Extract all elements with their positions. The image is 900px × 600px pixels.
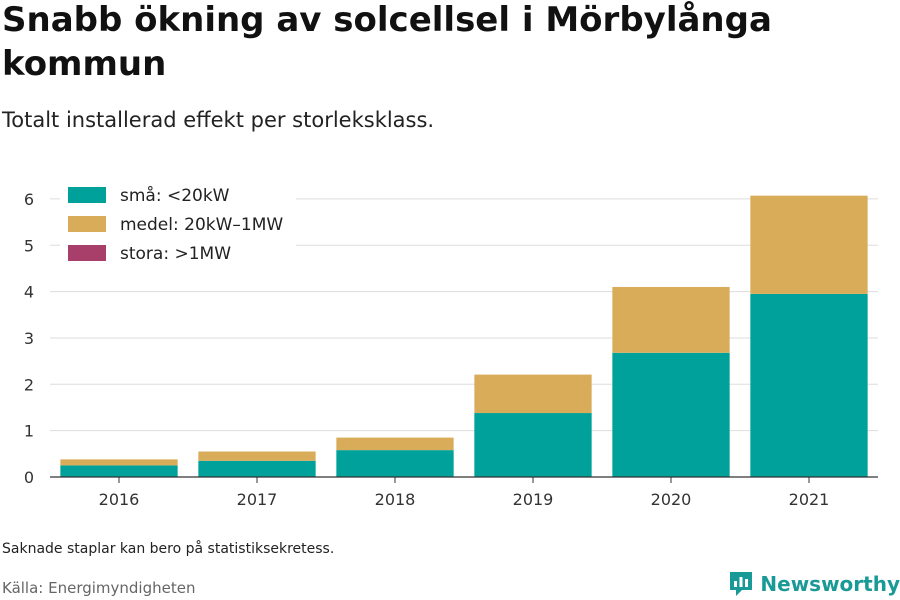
bar-segment-2017-1 xyxy=(198,451,316,461)
x-tick-label: 2020 xyxy=(651,490,692,509)
stacked-bar-chart: 0 1 2 3 4 5 6 2016 2017 2018 2019 2020 2021 små: <2… xyxy=(23,180,878,509)
y-axis: 0 1 2 3 4 5 6 xyxy=(24,190,878,487)
y-tick-label: 4 xyxy=(24,283,34,302)
y-tick-label: 5 xyxy=(24,236,34,255)
bar-segment-2019-0 xyxy=(474,413,592,477)
bar-segment-2018-1 xyxy=(336,437,454,451)
brand-logo[interactable]: Newsworthy xyxy=(728,570,900,598)
footnote: Saknade staplar kan bero på statistiksek… xyxy=(2,541,335,557)
bar-segment-2020-1 xyxy=(612,286,730,353)
x-tick-label: 2019 xyxy=(513,490,554,509)
source-label: Källa: Energimyndigheten xyxy=(2,579,196,597)
bar-segment-2017-0 xyxy=(198,460,316,477)
bar-segment-2020-0 xyxy=(612,352,730,477)
legend-label: stora: >1MW xyxy=(120,244,231,264)
bar-segment-2019-1 xyxy=(474,374,592,414)
legend-swatch xyxy=(68,216,106,232)
bar-segment-2016-1 xyxy=(60,459,178,466)
brand-name: Newsworthy xyxy=(760,572,900,596)
x-tick-label: 2018 xyxy=(375,490,416,509)
newsworthy-logo-icon xyxy=(730,572,753,596)
x-axis: 2016 2017 2018 2019 2020 2021 xyxy=(99,477,830,509)
legend: små: <20kW medel: 20kW–1MW stora: >1MW xyxy=(60,180,296,266)
bar-segment-2021-1 xyxy=(750,195,868,294)
y-tick-label: 2 xyxy=(24,375,34,394)
x-tick-label: 2017 xyxy=(237,490,278,509)
x-tick-label: 2016 xyxy=(99,490,140,509)
y-tick-label: 0 xyxy=(24,468,34,487)
legend-label: medel: 20kW–1MW xyxy=(120,215,283,235)
y-tick-label: 3 xyxy=(24,329,34,348)
legend-swatch xyxy=(68,245,106,261)
legend-swatch xyxy=(68,187,106,203)
bar-segment-2018-0 xyxy=(336,450,454,477)
y-tick-label: 1 xyxy=(24,422,34,441)
chart-subtitle: Totalt installerad effekt per storlekskl… xyxy=(2,108,435,132)
legend-label: små: <20kW xyxy=(120,185,230,206)
chart-title: Snabb ökning av solcellsel i Mörbylånga … xyxy=(2,0,772,84)
y-tick-label: 6 xyxy=(24,190,34,209)
x-tick-label: 2021 xyxy=(789,490,830,509)
bar-segment-2016-0 xyxy=(60,465,178,477)
bar-segment-2021-0 xyxy=(750,293,868,477)
bars xyxy=(60,195,868,477)
